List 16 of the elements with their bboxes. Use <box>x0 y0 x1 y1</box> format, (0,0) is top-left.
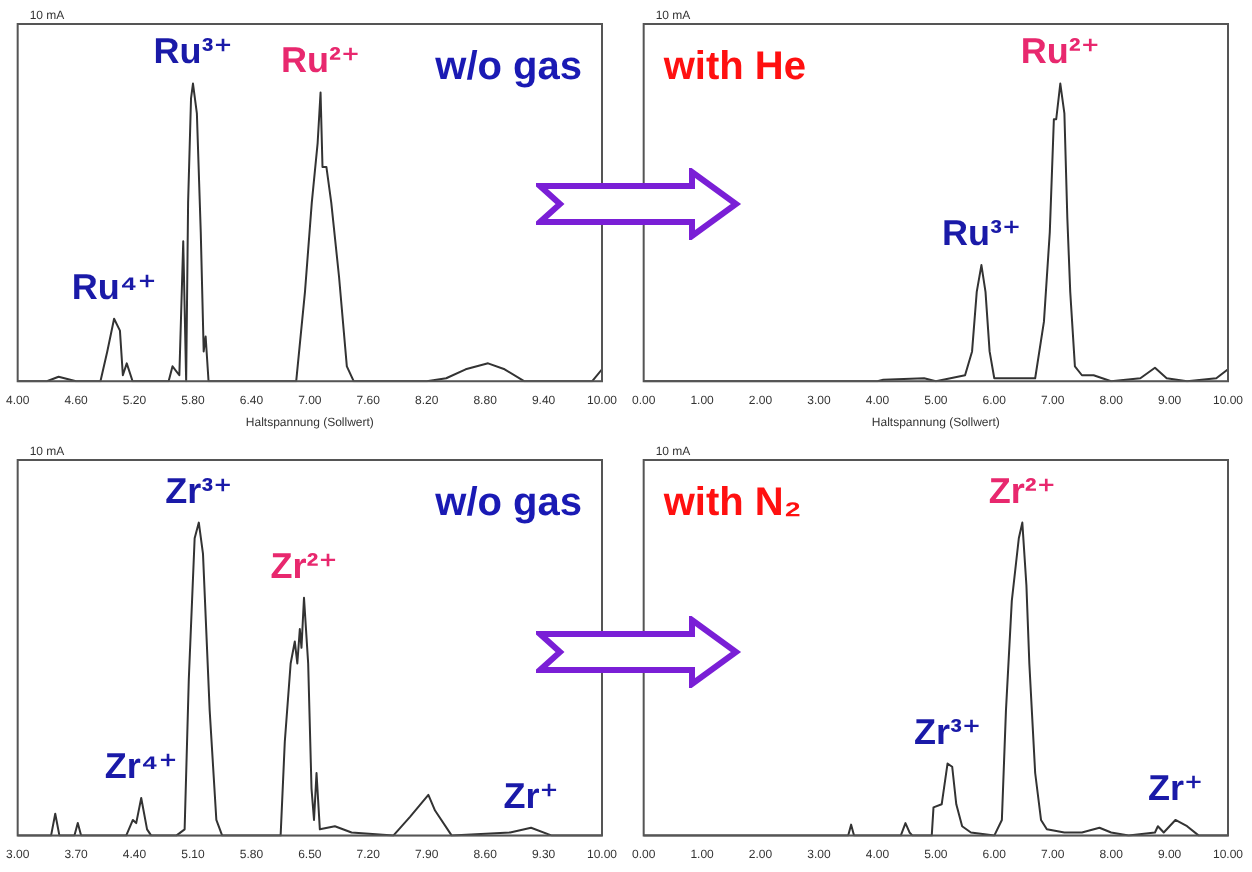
annotation: Zr³⁺ <box>165 470 233 511</box>
annotation: Ru³⁺ <box>941 213 1021 254</box>
chart-title: with He <box>661 45 806 90</box>
annotation: Ru²⁺ <box>281 40 361 81</box>
annotation: Zr³⁺ <box>914 711 982 752</box>
annotation: Ru⁴⁺ <box>71 266 157 307</box>
chart-title: w/o gas <box>433 481 582 526</box>
annotation: Ru³⁺ <box>153 31 233 72</box>
annotation: Zr⁺ <box>503 775 559 816</box>
annotation: Zr²⁺ <box>988 470 1056 511</box>
chart-title: w/o gas <box>433 45 582 90</box>
annotation: Ru²⁺ <box>1020 31 1100 72</box>
annotation: Zr⁺ <box>1147 767 1203 808</box>
annotation: Zr²⁺ <box>270 545 338 586</box>
annotation: Zr⁴⁺ <box>104 745 178 786</box>
chart-title: with N₂ <box>661 481 802 526</box>
